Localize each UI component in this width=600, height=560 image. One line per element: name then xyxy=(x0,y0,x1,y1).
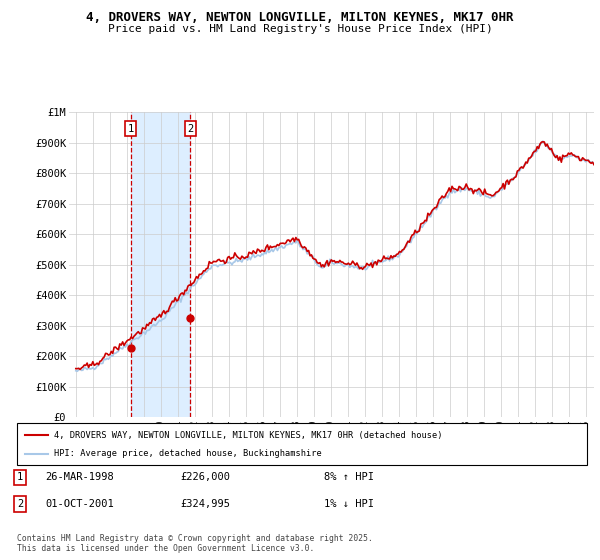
Bar xyxy=(131,112,190,417)
Text: Price paid vs. HM Land Registry's House Price Index (HPI): Price paid vs. HM Land Registry's House … xyxy=(107,24,493,34)
FancyBboxPatch shape xyxy=(17,423,587,465)
Text: Contains HM Land Registry data © Crown copyright and database right 2025.
This d: Contains HM Land Registry data © Crown c… xyxy=(17,534,373,553)
Text: HPI: Average price, detached house, Buckinghamshire: HPI: Average price, detached house, Buck… xyxy=(54,449,322,459)
Text: £324,995: £324,995 xyxy=(180,499,230,509)
Text: 1% ↓ HPI: 1% ↓ HPI xyxy=(324,499,374,509)
Text: £226,000: £226,000 xyxy=(180,472,230,482)
Text: 2: 2 xyxy=(17,499,23,509)
Text: 4, DROVERS WAY, NEWTON LONGVILLE, MILTON KEYNES, MK17 0HR: 4, DROVERS WAY, NEWTON LONGVILLE, MILTON… xyxy=(86,11,514,24)
Text: 26-MAR-1998: 26-MAR-1998 xyxy=(45,472,114,482)
Text: 1: 1 xyxy=(128,124,134,134)
Text: 4, DROVERS WAY, NEWTON LONGVILLE, MILTON KEYNES, MK17 0HR (detached house): 4, DROVERS WAY, NEWTON LONGVILLE, MILTON… xyxy=(54,431,442,440)
Text: 8% ↑ HPI: 8% ↑ HPI xyxy=(324,472,374,482)
Text: 01-OCT-2001: 01-OCT-2001 xyxy=(45,499,114,509)
Text: 1: 1 xyxy=(17,472,23,482)
Text: 2: 2 xyxy=(187,124,194,134)
